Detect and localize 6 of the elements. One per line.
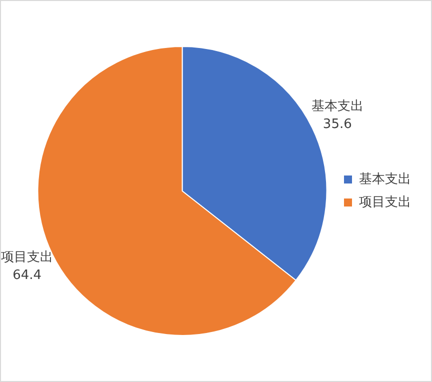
data-label: 64.4 bbox=[12, 268, 42, 283]
slice-label: 项目支出 bbox=[1, 250, 54, 265]
legend-label: 基本支出 bbox=[359, 172, 411, 187]
data-label: 35.6 bbox=[322, 116, 352, 132]
slice-label: 基本支出 bbox=[311, 98, 364, 114]
legend-label: 项目支出 bbox=[359, 194, 411, 210]
